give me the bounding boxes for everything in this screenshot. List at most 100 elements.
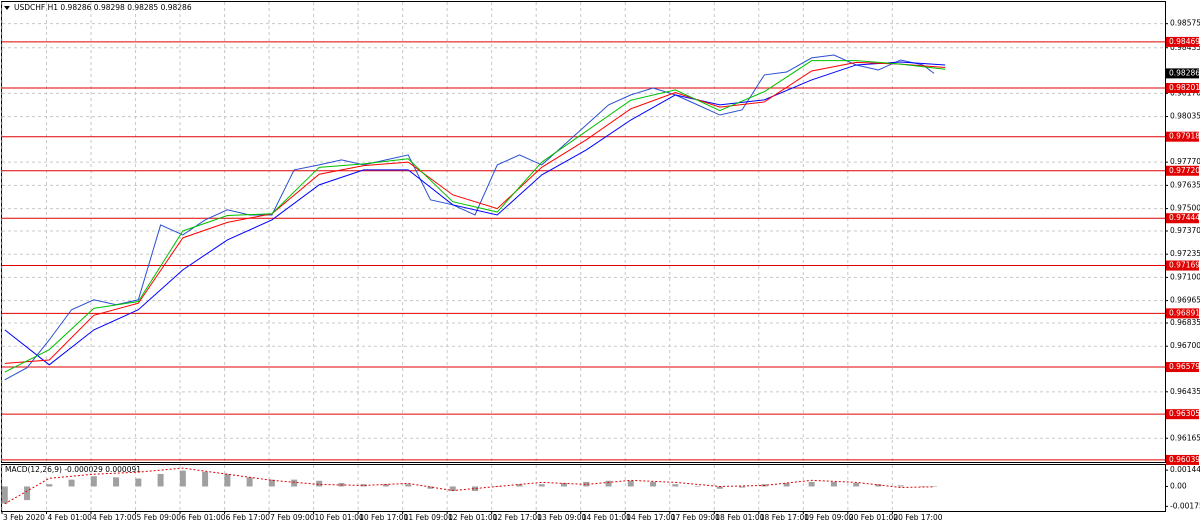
y-tick-label: 0.98035 bbox=[1170, 112, 1200, 121]
menu-arrow-icon[interactable] bbox=[4, 6, 10, 10]
series-line bbox=[4, 467, 935, 505]
series-line bbox=[4, 61, 946, 364]
histogram-bar bbox=[516, 484, 523, 487]
x-tick-label: 12 Feb 01:00 bbox=[448, 513, 497, 522]
histogram-bar bbox=[157, 473, 164, 487]
x-tick-label: 4 Feb 17:00 bbox=[92, 513, 137, 522]
x-tick-label: 19 Feb 09:00 bbox=[804, 513, 853, 522]
level-label: 0.96891 bbox=[1169, 308, 1200, 317]
y-tick-label: 0.96835 bbox=[1170, 318, 1200, 327]
histogram-bar bbox=[46, 484, 53, 487]
chart-title: USDCHF,H1 0.98286 0.98298 0.98285 0.9828… bbox=[14, 3, 192, 12]
histogram-bar bbox=[830, 481, 837, 487]
histogram-bar bbox=[694, 486, 701, 487]
histogram-bar bbox=[405, 484, 412, 487]
histogram-bar bbox=[897, 485, 904, 487]
histogram-bar bbox=[291, 479, 298, 487]
x-tick-label: 12 Feb 17:00 bbox=[493, 513, 542, 522]
histogram-bar bbox=[853, 483, 860, 487]
histogram-bar bbox=[68, 479, 75, 487]
histogram-bar bbox=[1, 486, 8, 504]
level-label-box bbox=[1166, 362, 1199, 373]
y-tick-label: 0.00144 bbox=[1170, 465, 1200, 474]
y-tick-label: 0.97635 bbox=[1170, 180, 1200, 189]
x-tick-label: 7 Feb 09:00 bbox=[270, 513, 315, 522]
y-tick-label: 0.98575 bbox=[1170, 19, 1200, 28]
macd-panel-frame bbox=[1, 464, 1166, 512]
histogram-bar bbox=[650, 481, 657, 487]
y-tick-label: 0.96165 bbox=[1170, 433, 1200, 442]
x-tick-label: 4 Feb 01:00 bbox=[48, 513, 93, 522]
x-tick-label: 20 Feb 17:00 bbox=[893, 513, 942, 522]
histogram-bar bbox=[583, 481, 590, 487]
level-label: 0.97169 bbox=[1169, 261, 1200, 270]
level-label-box bbox=[1166, 260, 1199, 271]
x-tick-label: 10 Feb 17:00 bbox=[359, 513, 408, 522]
histogram-bar bbox=[113, 477, 120, 487]
level-label-box bbox=[1166, 409, 1199, 420]
y-tick-label: -0.001750 bbox=[1170, 501, 1200, 510]
x-tick-label: 14 Feb 17:00 bbox=[626, 513, 675, 522]
y-tick-label: 0.97500 bbox=[1170, 204, 1200, 213]
level-label: 0.98469 bbox=[1169, 37, 1200, 46]
level-label-box bbox=[1166, 213, 1199, 224]
x-tick-label: 6 Feb 01:00 bbox=[181, 513, 226, 522]
histogram-bar bbox=[627, 480, 634, 487]
histogram-bar bbox=[427, 486, 434, 489]
x-tick-label: 18 Feb 17:00 bbox=[760, 513, 809, 522]
histogram-bar bbox=[382, 484, 389, 487]
series-line bbox=[4, 61, 946, 366]
level-label-box bbox=[1166, 308, 1199, 319]
histogram-bar bbox=[449, 486, 456, 492]
x-tick-label: 18 Feb 01:00 bbox=[715, 513, 764, 522]
histogram-bar bbox=[316, 480, 323, 487]
x-tick-label: 3 Feb 2020 bbox=[3, 513, 45, 522]
series-line bbox=[4, 60, 946, 373]
level-label-box bbox=[1166, 165, 1199, 176]
histogram-bar bbox=[672, 484, 679, 487]
level-label: 0.97918 bbox=[1169, 132, 1200, 141]
x-tick-label: 13 Feb 09:00 bbox=[537, 513, 586, 522]
histogram-bar bbox=[875, 484, 882, 487]
x-tick-label: 10 Feb 01:00 bbox=[315, 513, 364, 522]
histogram-bar bbox=[202, 471, 209, 487]
histogram-bar bbox=[561, 483, 568, 487]
histogram-bar bbox=[179, 470, 186, 487]
histogram-bar bbox=[783, 483, 790, 487]
y-tick-label: 0.97235 bbox=[1170, 249, 1200, 258]
level-label-box bbox=[1166, 36, 1199, 47]
histogram-bar bbox=[24, 486, 31, 501]
x-tick-label: 17 Feb 09:00 bbox=[671, 513, 720, 522]
level-label-box bbox=[1166, 131, 1199, 142]
histogram-bar bbox=[224, 473, 231, 487]
histogram-bar bbox=[739, 486, 746, 488]
histogram-bar bbox=[808, 481, 815, 487]
x-tick-label: 20 Feb 01:00 bbox=[849, 513, 898, 522]
macd-title: MACD(12,26,9) -0.000029 0.000091 bbox=[5, 465, 141, 474]
level-label: 0.97720 bbox=[1169, 166, 1200, 175]
level-label: 0.96579 bbox=[1169, 362, 1200, 371]
last-price-label: 0.98286 bbox=[1169, 68, 1200, 77]
last-price-box bbox=[1166, 68, 1199, 79]
histogram-bar bbox=[716, 486, 723, 489]
x-tick-label: 6 Feb 17:00 bbox=[226, 513, 271, 522]
y-tick-label: 0.97770 bbox=[1170, 157, 1200, 166]
histogram-bar bbox=[90, 476, 97, 487]
histogram-bar bbox=[931, 486, 938, 487]
y-tick-label: 0.97100 bbox=[1170, 272, 1200, 281]
level-label: 0.96305 bbox=[1169, 409, 1200, 418]
y-tick-label: 0.00 bbox=[1170, 481, 1187, 490]
x-tick-label: 11 Feb 09:00 bbox=[404, 513, 453, 522]
histogram-bar bbox=[135, 478, 142, 487]
x-tick-label: 5 Feb 09:00 bbox=[137, 513, 182, 522]
level-label: 0.98201 bbox=[1169, 83, 1200, 92]
y-tick-label: 0.96965 bbox=[1170, 296, 1200, 305]
level-label-box bbox=[1166, 454, 1199, 465]
histogram-bar bbox=[268, 479, 275, 487]
level-label-box bbox=[1166, 83, 1199, 94]
level-label: 0.97444 bbox=[1169, 213, 1200, 222]
histogram-bar bbox=[246, 477, 253, 487]
